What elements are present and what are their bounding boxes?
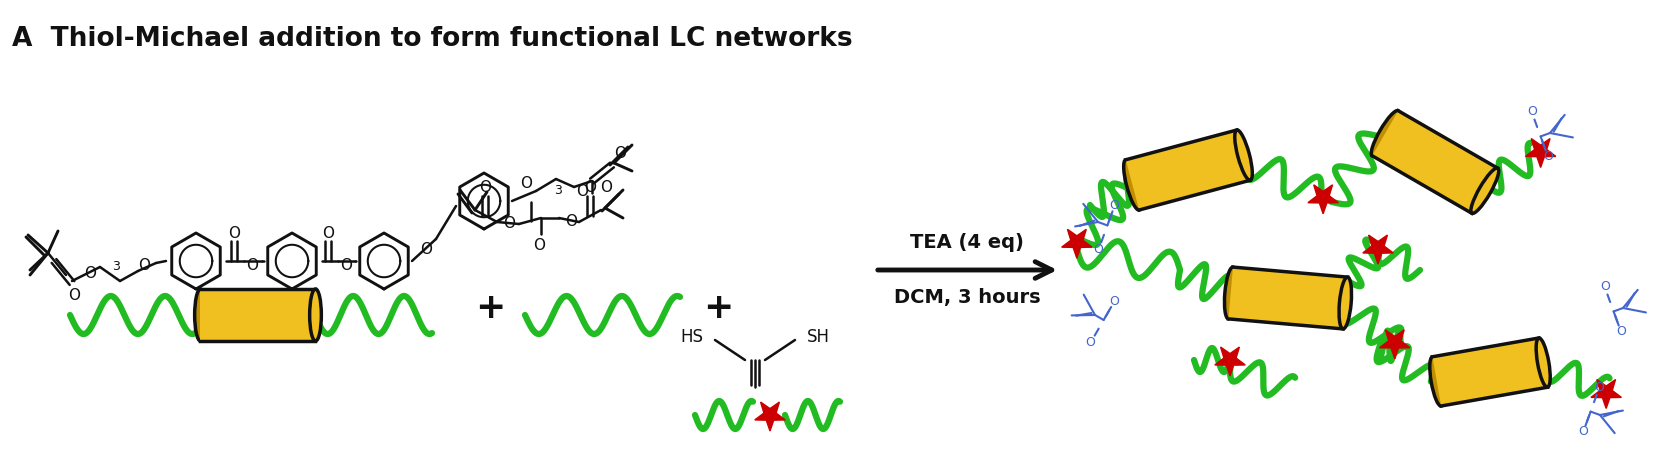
Text: O: O [534,237,545,252]
Ellipse shape [1430,357,1444,406]
Text: O: O [614,145,626,160]
Text: O: O [1616,325,1626,337]
Text: O: O [321,226,335,241]
Ellipse shape [1124,160,1141,210]
Polygon shape [1372,111,1497,213]
Text: +: + [475,291,505,325]
Text: O: O [478,180,490,196]
Polygon shape [1215,347,1245,376]
Text: O: O [246,257,258,273]
Text: O: O [340,257,351,273]
Text: +: + [703,291,733,325]
Text: TEA (4 eq): TEA (4 eq) [910,232,1024,251]
Text: O: O [1543,149,1553,163]
Polygon shape [1308,185,1338,214]
Text: O: O [1109,295,1119,308]
Text: O: O [1527,106,1536,119]
Polygon shape [201,289,316,341]
Text: O: O [1594,381,1604,394]
Text: O: O [584,180,596,196]
Text: O: O [1086,336,1096,349]
Polygon shape [1062,229,1092,258]
Ellipse shape [1372,111,1399,156]
Text: 3: 3 [554,184,562,198]
Text: O: O [228,226,239,241]
Text: O: O [520,175,532,191]
Ellipse shape [1225,267,1236,319]
Text: O: O [84,265,95,280]
Polygon shape [755,402,785,431]
Text: O: O [576,183,587,198]
Text: O: O [565,215,577,230]
Text: O: O [1599,280,1609,294]
Polygon shape [1363,235,1394,264]
Polygon shape [1126,130,1250,210]
Ellipse shape [1471,168,1499,213]
Polygon shape [1526,139,1556,168]
Ellipse shape [1338,277,1352,329]
Text: A  Thiol-Michael addition to form functional LC networks: A Thiol-Michael addition to form functio… [12,26,853,52]
Ellipse shape [1536,338,1551,387]
Text: O: O [1579,425,1588,438]
Text: DCM, 3 hours: DCM, 3 hours [893,289,1041,308]
Text: O: O [420,241,432,256]
Polygon shape [1380,330,1410,359]
Text: SH: SH [806,328,830,346]
Text: HS: HS [679,328,703,346]
Ellipse shape [310,289,321,341]
Text: 3: 3 [112,260,120,274]
Text: O: O [1109,199,1119,212]
Text: O: O [137,257,151,273]
Text: O: O [601,179,612,194]
Ellipse shape [1235,130,1253,180]
Polygon shape [1228,267,1347,329]
Ellipse shape [194,289,206,341]
Polygon shape [1591,380,1621,409]
Polygon shape [1432,338,1548,406]
Text: O: O [1094,243,1104,256]
Text: O: O [69,288,80,303]
Text: O: O [504,217,515,231]
